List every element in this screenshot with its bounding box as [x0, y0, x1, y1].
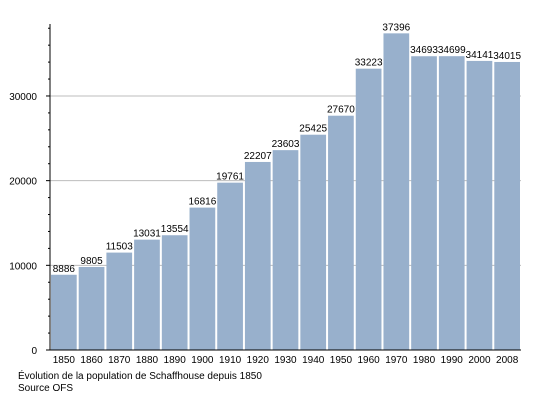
- data-label: 8886: [53, 264, 76, 275]
- data-label: 9805: [80, 256, 103, 267]
- x-tick-label: 1860: [80, 355, 103, 366]
- data-label: 34141: [466, 50, 494, 61]
- bar: [51, 274, 77, 350]
- x-tick-label: 1990: [441, 355, 464, 366]
- y-tick-label: 0: [31, 346, 37, 357]
- x-tick-label: 1880: [136, 355, 159, 366]
- data-label: 34699: [438, 45, 466, 56]
- x-tick-label: 1850: [53, 355, 76, 366]
- bar: [438, 56, 465, 350]
- chart-source: Source OFS: [18, 383, 74, 394]
- data-label: 13554: [161, 224, 189, 235]
- bar: [328, 115, 354, 351]
- bar: [78, 266, 105, 350]
- data-label: 19761: [216, 172, 244, 183]
- data-label: 25425: [299, 124, 327, 135]
- data-label: 34015: [493, 51, 521, 62]
- bar: [411, 56, 437, 350]
- data-label: 23603: [272, 139, 300, 150]
- data-label: 11503: [106, 242, 134, 253]
- data-label: 27670: [327, 105, 355, 116]
- x-tick-label: 1910: [219, 355, 242, 366]
- x-tick-label: 1960: [357, 355, 380, 366]
- bar: [383, 33, 410, 351]
- x-tick-label: 1920: [247, 355, 270, 366]
- bar: [106, 252, 133, 350]
- x-tick-label: 1980: [413, 355, 436, 366]
- x-tick-label: 1890: [164, 355, 187, 366]
- data-label: 13031: [133, 229, 161, 240]
- x-tick-label: 2000: [468, 355, 491, 366]
- bar: [244, 161, 271, 350]
- bar: [189, 207, 216, 350]
- data-label: 37396: [382, 22, 410, 33]
- y-tick-label: 10000: [9, 261, 37, 272]
- data-label: 34693: [410, 45, 438, 56]
- data-label: 33223: [355, 58, 383, 69]
- data-label: 22207: [244, 151, 272, 162]
- axes: 0 10000 20000 30000 1850 1860 1870 1880 1890 1900…: [9, 24, 521, 366]
- bar: [217, 182, 243, 350]
- bars: [51, 33, 520, 351]
- bar: [134, 239, 160, 350]
- chart-caption: Évolution de la population de Schaffhous…: [18, 371, 262, 382]
- y-tick-label: 30000: [9, 92, 37, 103]
- y-tick-label: 20000: [9, 177, 37, 188]
- bar: [272, 150, 299, 350]
- x-tick-label: 1870: [108, 355, 131, 366]
- data-label: 16816: [188, 197, 216, 208]
- bar: [494, 61, 520, 351]
- x-tick-label: 1900: [191, 355, 214, 366]
- x-tick-label: 1970: [385, 355, 408, 366]
- x-tick-label: 1930: [274, 355, 297, 366]
- x-tick-label: 2008: [496, 355, 519, 366]
- bar: [161, 235, 188, 350]
- bar: [355, 68, 382, 350]
- x-tick-label: 1950: [330, 355, 353, 366]
- bar: [300, 134, 327, 350]
- x-tick-label: 1940: [302, 355, 325, 366]
- bar: [466, 60, 493, 350]
